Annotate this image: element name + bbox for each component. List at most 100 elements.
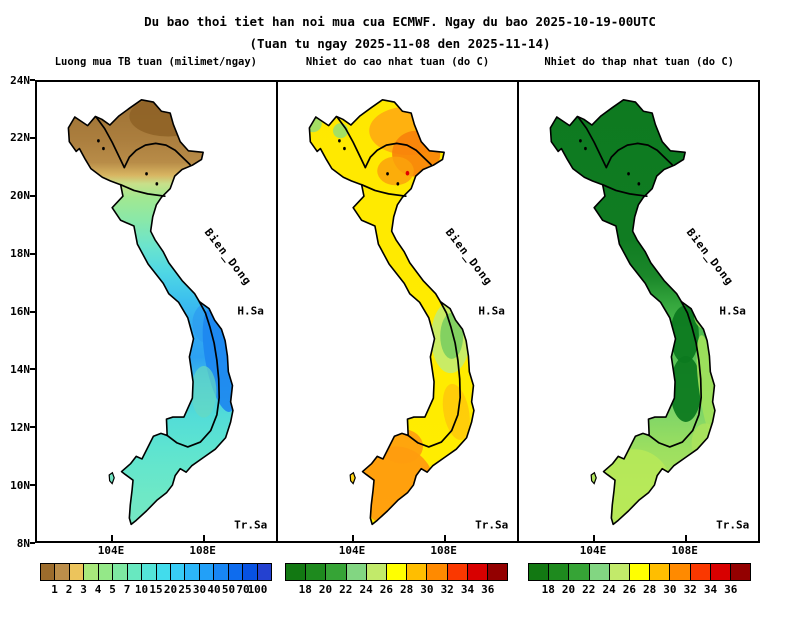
truong-sa-label: Tr.Sa <box>234 518 268 532</box>
lon-tick <box>593 535 596 541</box>
colorbar-cell <box>97 564 113 580</box>
colorbar-tick-label: 15 <box>149 583 163 596</box>
lat-tick-label: 20N <box>10 189 30 203</box>
colorbar-tick-label: 10 <box>134 583 149 596</box>
colorbar-cell <box>588 564 609 580</box>
colorbar-cell <box>256 564 271 580</box>
tmin-colorbar-labels: 18 20 22 24 26 28 30 32 34 36 <box>528 583 751 597</box>
colorbar-tick-label: 5 <box>109 583 116 596</box>
colorbar-cell <box>83 564 98 580</box>
colorbar-cell <box>198 564 214 580</box>
panel-title-tmin: Nhiet do thap nhat tuan (do C) <box>544 56 734 68</box>
colorbar-cell <box>548 564 569 580</box>
colorbar-cell <box>669 564 690 580</box>
colorbar-tick-label: 7 <box>123 583 131 596</box>
colorbar-cell <box>486 564 508 580</box>
colorbar-tick-label: 70 <box>236 583 250 596</box>
colorbar-tick-label: 4 <box>94 583 102 596</box>
colorbar-cell <box>709 564 730 580</box>
lon-tick-label: 104E <box>579 544 607 557</box>
colorbar-tick-label: 34 <box>460 583 475 596</box>
lat-tick-label: 14N <box>10 362 30 376</box>
lon-tick-label: 104E <box>97 544 125 557</box>
colorbar-cell <box>365 564 386 580</box>
lat-tick-label: 18N <box>10 247 30 261</box>
colorbar-tick-label: 28 <box>400 583 414 596</box>
lat-tick <box>30 194 35 197</box>
hoang-sa-label: H.Sa <box>719 304 746 318</box>
colorbar-cell <box>649 564 670 580</box>
lon-tick-label: 108E <box>189 544 216 557</box>
colorbar-cell <box>305 564 326 580</box>
panel-title-tmax: Nhiet do cao nhat tuan (do C) <box>305 56 490 68</box>
colorbar-tick-label: 30 <box>420 583 434 596</box>
lon-tick-label: 108E <box>671 544 698 557</box>
colorbar-cell <box>345 564 366 580</box>
colorbar-tick-label: 100 <box>247 583 268 596</box>
lat-tick <box>30 79 35 81</box>
tmin-map <box>519 82 758 541</box>
panel-title-rain: Luong mua TB tuan (milimet/ngay) <box>54 56 257 68</box>
lat-tick-label: 8N <box>16 536 30 550</box>
colorbar-cell <box>729 564 751 580</box>
colorbar-cell <box>54 564 69 580</box>
lat-tick <box>30 252 35 255</box>
colorbar-cell <box>155 564 170 580</box>
lon-tick <box>684 535 687 541</box>
lat-tick <box>30 542 35 544</box>
figure-title: Du bao thoi tiet han noi mua cua ECMWF. … <box>144 14 656 29</box>
map-panels: Bien_Dong H.Sa Tr.Sa 104E 108E Bien_Dong … <box>35 80 760 557</box>
panel-tmax: Bien_Dong H.Sa Tr.Sa 104E 108E <box>276 82 517 557</box>
lon-tick <box>202 535 205 541</box>
colorbar-tick-label: 40 <box>207 583 221 596</box>
tmin-colorbar <box>528 563 751 581</box>
tmax-colorbar-labels: 18 20 22 24 26 28 30 32 34 36 <box>285 583 508 597</box>
rain-map <box>37 82 276 541</box>
hoang-sa-label: H.Sa <box>237 304 264 318</box>
colorbar-tick-label: 30 <box>663 583 677 596</box>
colorbar-cell <box>426 564 447 580</box>
colorbar-tick-label: 36 <box>481 583 495 596</box>
colorbar-cell <box>169 564 185 580</box>
lon-tick <box>111 535 114 541</box>
colorbar-tick-label: 1 <box>51 583 58 596</box>
colorbar-cell <box>227 564 243 580</box>
colorbar-tick-label: 22 <box>339 583 353 596</box>
colorbar-tick-label: 34 <box>703 583 718 596</box>
colorbar-tick-label: 3 <box>80 583 87 596</box>
truong-sa-label: Tr.Sa <box>475 518 509 532</box>
colorbar-cell <box>325 564 346 580</box>
hoang-sa-label: H.Sa <box>478 304 505 318</box>
colorbar-tick-label: 32 <box>440 583 454 596</box>
colorbar-cell <box>41 564 55 580</box>
tmax-colorbar <box>285 563 508 581</box>
colorbar-cell <box>689 564 710 580</box>
lat-tick-label: 16N <box>10 305 30 318</box>
colorbar-cell <box>568 564 589 580</box>
colorbar-cell <box>286 564 306 580</box>
colorbar-cell <box>68 564 84 580</box>
lat-tick <box>30 310 35 313</box>
colorbar-tick-label: 2 <box>65 583 73 596</box>
colorbar-cell <box>141 564 156 580</box>
lat-tick-label: 24N <box>10 73 30 87</box>
colorbar-tick-label: 18 <box>298 583 312 596</box>
colorbar-tick-label: 26 <box>622 583 636 596</box>
panel-rain: Bien_Dong H.Sa Tr.Sa 104E 108E <box>37 82 276 557</box>
colorbar-tick-label: 36 <box>724 583 738 596</box>
lon-tick-label: 104E <box>338 544 366 557</box>
lon-tick-label: 108E <box>430 544 457 557</box>
tmax-map <box>278 82 517 541</box>
lat-tick <box>30 368 35 371</box>
colorbar-cell <box>184 564 199 580</box>
colorbar-tick-label: 24 <box>359 583 373 596</box>
figure-subtitle: (Tuan tu ngay 2025-11-08 den 2025-11-14) <box>249 36 551 51</box>
colorbar-tick-label: 20 <box>318 583 333 596</box>
colorbar-tick-label: 22 <box>582 583 596 596</box>
colorbar-tick-label: 25 <box>178 583 192 596</box>
lat-tick <box>30 426 35 429</box>
panel-titles: Luong mua TB tuan (milimet/ngay) Nhiet d… <box>35 56 760 68</box>
colorbar-tick-label: 20 <box>561 583 576 596</box>
lat-tick-label: 22N <box>10 131 30 145</box>
